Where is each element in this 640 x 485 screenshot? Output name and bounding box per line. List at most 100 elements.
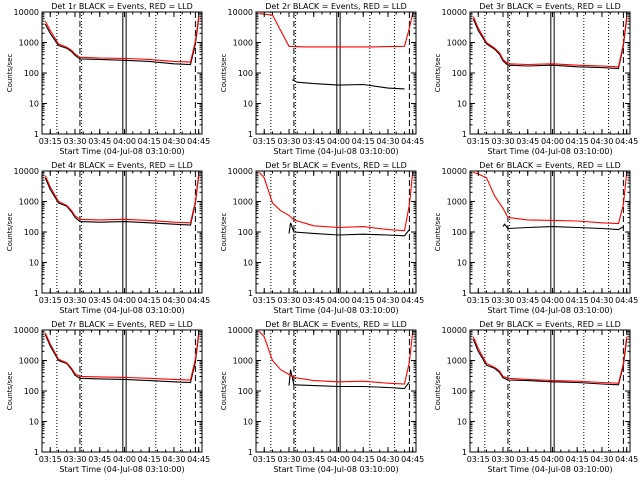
- x-tick-label: 03:15: [253, 296, 276, 305]
- series-line-lld: [472, 336, 628, 384]
- y-tick-label: 1: [34, 289, 39, 298]
- x-axis-label: Start Time (04-Jul-08 03:10:00): [273, 306, 398, 315]
- x-tick-label: 03:15: [39, 296, 62, 305]
- y-axis-label: Counts/sec: [6, 213, 14, 252]
- panel-title: Det 4r BLACK = Events, RED = LLD: [51, 161, 193, 170]
- y-tick-label: 10: [243, 100, 253, 109]
- series-line-lld: [258, 331, 414, 385]
- series-line-events: [44, 175, 200, 226]
- panel-title: Det 5r BLACK = Events, RED = LLD: [265, 161, 407, 170]
- y-tick-label: 100: [452, 69, 467, 78]
- x-tick-label: 03:15: [39, 137, 62, 146]
- x-tick-label: 04:30: [162, 455, 185, 464]
- y-tick-label: 10: [457, 259, 467, 268]
- y-axis-label: Counts/sec: [6, 54, 14, 93]
- x-tick-label: 03:45: [88, 455, 111, 464]
- y-tick-label: 10: [29, 259, 39, 268]
- x-tick-label: 04:30: [162, 296, 185, 305]
- x-axis-label: Start Time (04-Jul-08 03:10:00): [273, 465, 398, 474]
- y-axis-label: Counts/sec: [220, 372, 228, 411]
- x-tick-label: 03:30: [63, 455, 86, 464]
- x-tick-label: 04:00: [541, 296, 564, 305]
- x-tick-label: 04:45: [187, 455, 210, 464]
- y-tick-label: 1: [462, 130, 467, 139]
- y-tick-label: 100: [238, 387, 253, 396]
- x-tick-label: 03:45: [302, 137, 325, 146]
- x-tick-label: 04:00: [327, 455, 350, 464]
- y-tick-label: 1000: [19, 39, 39, 48]
- y-tick-label: 1: [248, 130, 253, 139]
- series-line-events: [502, 223, 624, 231]
- x-tick-label: 04:45: [401, 455, 424, 464]
- y-tick-label: 100: [452, 387, 467, 396]
- detector-panel: Det 2r BLACK = Events, RED = LLD 1 10 100 10…: [220, 2, 424, 156]
- x-tick-label: 03:15: [467, 296, 490, 305]
- x-tick-label: 04:00: [541, 137, 564, 146]
- detector-panel: Det 6r BLACK = Events, RED = LLD 1 10 100 10…: [434, 161, 638, 315]
- y-tick-label: 10: [243, 418, 253, 427]
- x-tick-label: 03:45: [88, 137, 111, 146]
- y-axis-label: Counts/sec: [434, 54, 442, 93]
- plot-frame: [255, 170, 417, 294]
- detector-panel: Det 4r BLACK = Events, RED = LLD 1 10 100 10…: [6, 161, 210, 315]
- x-tick-label: 03:45: [516, 137, 539, 146]
- y-tick-label: 10000: [442, 326, 467, 335]
- detector-panel: Det 5r BLACK = Events, RED = LLD 1 10 100 10…: [220, 161, 424, 315]
- x-tick-label: 03:45: [516, 455, 539, 464]
- y-tick-label: 10: [29, 100, 39, 109]
- x-tick-label: 04:15: [138, 296, 161, 305]
- y-tick-label: 100: [24, 387, 39, 396]
- y-tick-label: 10000: [14, 326, 39, 335]
- y-axis-label: Counts/sec: [434, 372, 442, 411]
- detector-panel: Det 8r BLACK = Events, RED = LLD 1 10 100 10…: [220, 320, 424, 474]
- x-axis-label: Start Time (04-Jul-08 03:10:00): [487, 306, 612, 315]
- y-tick-label: 100: [24, 69, 39, 78]
- y-tick-label: 100: [238, 228, 253, 237]
- x-tick-label: 04:00: [327, 296, 350, 305]
- y-tick-label: 10: [29, 418, 39, 427]
- y-axis-label: Counts/sec: [220, 54, 228, 93]
- x-tick-label: 03:45: [516, 296, 539, 305]
- series-line-events: [472, 338, 628, 386]
- plot-frame: [41, 11, 203, 135]
- y-tick-label: 10000: [14, 167, 39, 176]
- x-tick-label: 03:45: [88, 296, 111, 305]
- series-line-lld: [473, 171, 628, 225]
- x-axis-label: Start Time (04-Jul-08 03:10:00): [273, 147, 398, 156]
- x-tick-label: 04:30: [590, 296, 613, 305]
- x-tick-label: 03:30: [491, 455, 514, 464]
- x-axis-label: Start Time (04-Jul-08 03:10:00): [59, 465, 184, 474]
- x-tick-label: 03:15: [253, 137, 276, 146]
- plot-frame: [469, 170, 631, 294]
- x-tick-label: 04:15: [566, 296, 589, 305]
- x-tick-label: 04:45: [187, 137, 210, 146]
- detector-panel: Det 7r BLACK = Events, RED = LLD 1 10 100 10…: [6, 320, 210, 474]
- panel-title: Det 6r BLACK = Events, RED = LLD: [479, 161, 621, 170]
- x-tick-label: 04:30: [376, 137, 399, 146]
- series-line-events: [292, 79, 405, 90]
- x-tick-label: 03:30: [277, 455, 300, 464]
- plot-frame: [41, 329, 203, 453]
- x-tick-label: 03:45: [302, 296, 325, 305]
- y-tick-label: 10000: [14, 8, 39, 17]
- x-tick-label: 04:45: [615, 137, 638, 146]
- y-tick-label: 10000: [228, 326, 253, 335]
- x-tick-label: 03:45: [302, 455, 325, 464]
- series-line-lld: [258, 172, 414, 232]
- y-tick-label: 10000: [442, 8, 467, 17]
- series-line-lld: [44, 332, 200, 381]
- x-tick-label: 04:15: [566, 455, 589, 464]
- y-tick-label: 1: [248, 448, 253, 457]
- x-axis-label: Start Time (04-Jul-08 03:10:00): [59, 147, 184, 156]
- plot-frame: [255, 329, 417, 453]
- series-line-lld: [472, 16, 628, 68]
- x-axis-label: Start Time (04-Jul-08 03:10:00): [59, 306, 184, 315]
- x-tick-label: 03:15: [253, 455, 276, 464]
- x-tick-label: 04:30: [376, 296, 399, 305]
- panel-title: Det 9r BLACK = Events, RED = LLD: [479, 320, 621, 329]
- panel-title: Det 1r BLACK = Events, RED = LLD: [51, 2, 193, 11]
- x-tick-label: 04:00: [113, 296, 136, 305]
- detector-panel: Det 9r BLACK = Events, RED = LLD 1 10 100 10…: [434, 320, 638, 474]
- x-tick-label: 04:45: [401, 296, 424, 305]
